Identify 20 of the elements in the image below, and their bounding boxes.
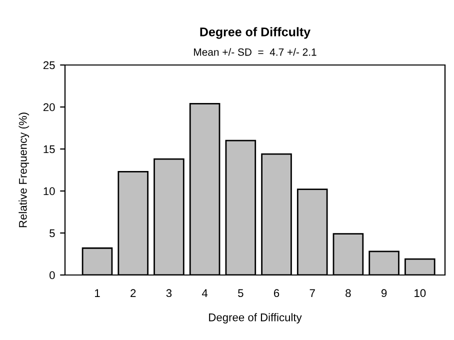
- y-tick-label: 10: [44, 187, 55, 196]
- x-tick-label: 2: [130, 289, 136, 297]
- x-tick-label: 5: [238, 289, 244, 298]
- y-axis-title: Relative Frequency (%): [18, 112, 30, 228]
- x-tick-label: 10: [414, 289, 426, 298]
- y-tick-label: 15: [44, 145, 55, 154]
- x-tick-label: 1: [95, 289, 100, 297]
- x-tick-label: 6: [274, 289, 280, 298]
- y-tick-label: 5: [50, 229, 55, 238]
- x-tick-label: 3: [166, 289, 172, 298]
- x-axis-title: Degree of Difficulty: [209, 313, 302, 324]
- y-tick-label: 25: [43, 61, 55, 70]
- y-tick-label: 20: [43, 103, 55, 112]
- x-tick-label: 7: [310, 289, 315, 297]
- chart-subtitle: Mean +/- SD = 4.7 +/- 2.1: [194, 48, 316, 56]
- chart-title: Degree of Diffculty: [200, 27, 310, 39]
- x-tick-label: 9: [381, 289, 387, 298]
- x-tick-label: 8: [346, 289, 351, 298]
- y-tick-label: 0: [50, 271, 55, 280]
- x-tick-label: 4: [202, 289, 208, 297]
